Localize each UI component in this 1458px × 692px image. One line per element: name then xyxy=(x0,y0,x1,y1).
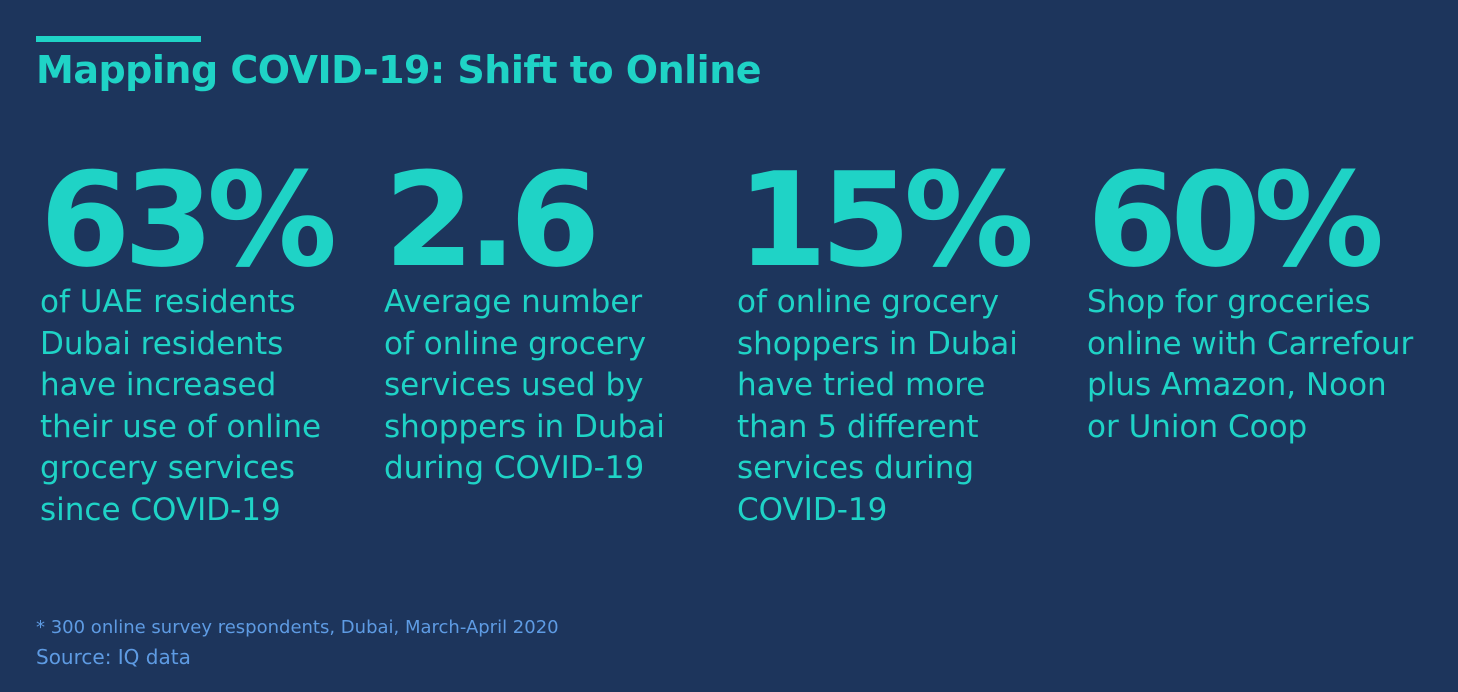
stat-card-tried-more-services: 15% of online grocery shoppers in Dubai … xyxy=(737,140,1067,531)
page-title: Mapping COVID-19: Shift to Online xyxy=(36,48,762,92)
stat-value: 15% xyxy=(737,144,1034,296)
stat-value: 60% xyxy=(1087,144,1384,296)
stat-value: 63% xyxy=(40,144,337,296)
stat-card-average-services: 2.6 Average number of online grocery ser… xyxy=(384,140,714,490)
stat-description: Shop for groceries online with Carrefour… xyxy=(1087,284,1414,445)
source-note: Source: IQ data xyxy=(36,645,191,669)
stat-value: 2.6 xyxy=(384,144,600,296)
stat-card-carrefour-shoppers: 60% Shop for groceries online with Carre… xyxy=(1087,140,1417,448)
stat-card-uae-residents: 63% of UAE residents Dubai residents hav… xyxy=(40,140,370,531)
stat-description: of UAE residents Dubai residents have in… xyxy=(40,284,322,528)
title-accent-bar xyxy=(36,36,201,42)
stat-description: Average number of online grocery service… xyxy=(384,284,665,486)
survey-footnote: * 300 online survey respondents, Dubai, … xyxy=(36,617,559,638)
stat-description: of online grocery shoppers in Dubai have… xyxy=(737,284,1018,528)
